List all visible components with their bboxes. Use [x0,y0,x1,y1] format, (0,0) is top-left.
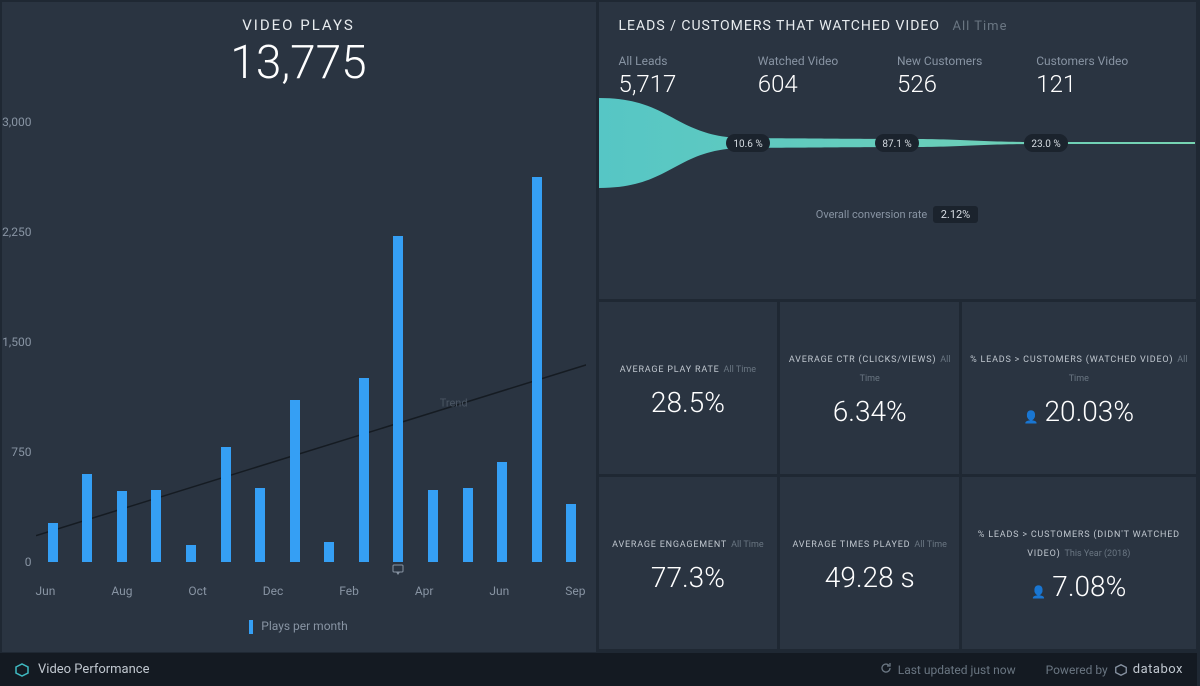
video-plays-panel: VIDEO PLAYS 13,775 Trend Jun Aug Oct Dec Feb… [2,2,596,652]
bar[interactable] [151,490,161,562]
bar[interactable] [186,545,196,561]
logo-icon [14,662,30,678]
x-tick-label: Dec [263,584,284,598]
funnel-title-text: LEADS / CUSTOMERS THAT WATCHED VIDEO [619,18,941,34]
funnel-stage: New Customers 526 [897,54,1036,98]
bar[interactable] [566,504,576,561]
bar[interactable] [428,490,438,562]
y-tick-label: 3,000 [2,115,31,129]
funnel-title: LEADS / CUSTOMERS THAT WATCHED VIDEO All… [599,2,1196,34]
metric-cell[interactable]: % LEADS > CUSTOMERS (DIDN'T WATCHED VIDE… [962,477,1195,649]
metric-cell[interactable]: AVERAGE TIMES PLAYEDAll Time 49.28 s [780,477,959,649]
page-title: Video Performance [38,662,150,677]
video-plays-value: 13,775 [2,36,596,90]
metric-value: 77.3% [651,561,725,594]
person-icon: 👤 [1024,410,1039,424]
metric-title: % LEADS > CUSTOMERS (WATCHED VIDEO) [970,355,1173,365]
overall-conversion: Overall conversion rate 2.12% [599,206,1196,223]
conv-badge-text: 10.6 % [733,139,762,150]
x-tick-label: Apr [415,584,434,598]
metric-sub: All Time [914,540,947,550]
x-tick-label: Feb [339,584,359,598]
footer-bar: Video Performance Last updated just now … [0,653,1197,686]
metric-value: 👤20.03% [1024,395,1134,428]
refresh-icon[interactable] [880,662,892,677]
video-plays-title: VIDEO PLAYS [2,2,596,34]
y-tick-label: 750 [11,445,31,459]
metric-title: AVERAGE PLAY RATE [620,365,720,375]
metric-value: 6.34% [833,395,907,428]
stage-label: Customers Video [1036,54,1175,68]
y-tick-label: 1,500 [2,335,31,349]
overall-conv-label: Overall conversion rate [816,208,928,221]
x-tick-label: Sep [565,584,585,598]
metric-cell[interactable]: AVERAGE ENGAGEMENT All Time 77.3% [599,477,778,649]
y-tick-label: 0 [25,555,32,569]
funnel-stage: All Leads 5,717 [619,54,758,98]
funnel-stage: Watched Video 604 [758,54,897,98]
stage-label: New Customers [897,54,1036,68]
bar[interactable] [117,491,127,561]
databox-logo[interactable]: databox [1114,662,1183,677]
powered-by-label: Powered by [1046,663,1108,677]
last-updated: Last updated just now [898,663,1016,677]
funnel-period: All Time [952,19,1007,34]
bar[interactable] [221,447,231,561]
metric-value: 49.28 s [825,561,915,594]
bar[interactable] [324,542,334,561]
funnel-chart: 10.6 % 87.1 % 23.0 % [599,98,1195,188]
x-axis-labels: Jun Aug Oct Dec Feb Apr Jun Sep [36,584,586,598]
stage-label: All Leads [619,54,758,68]
chart-legend: Plays per month [2,619,596,634]
conv-badge-text: 23.0 % [1031,139,1060,150]
legend-text: Plays per month [261,619,347,633]
bar[interactable] [463,488,473,561]
metric-cell[interactable]: AVERAGE PLAY RATE All Time 28.5% [599,302,778,474]
metric-title: AVERAGE CTR (CLICKS/VIEWS) [789,355,936,365]
bar[interactable] [48,523,58,561]
person-icon: 👤 [1031,585,1046,599]
metric-cell[interactable]: % LEADS > CUSTOMERS (WATCHED VIDEO)All T… [962,302,1195,474]
funnel-panel: LEADS / CUSTOMERS THAT WATCHED VIDEO All… [599,2,1196,299]
bar[interactable] [82,474,92,562]
funnel-stage: Customers Video 121 [1036,54,1175,98]
svg-text:Trend: Trend [439,396,467,409]
y-tick-label: 2,250 [2,225,31,239]
x-tick-label: Aug [111,584,132,598]
bar[interactable] [359,378,369,561]
bar[interactable] [532,177,542,561]
annotation-icon[interactable] [392,561,404,580]
x-tick-label: Oct [188,584,206,598]
overall-conv-value: 2.12% [933,206,979,223]
metric-cell[interactable]: AVERAGE CTR (CLICKS/VIEWS)All Time6.34% [780,302,959,474]
bar[interactable] [393,236,403,562]
bar[interactable] [255,488,265,561]
bar[interactable] [290,400,300,561]
metric-sub: All Time [724,365,757,375]
stage-value: 526 [897,70,1036,98]
metric-sub: All Time [731,540,764,550]
conv-badge-text: 87.1 % [882,139,911,150]
metric-title: AVERAGE TIMES PLAYED [793,540,911,550]
plays-bar-chart: Trend [36,122,586,562]
metric-value: 28.5% [651,386,725,419]
metric-title: AVERAGE ENGAGEMENT [612,540,727,550]
brand-text: databox [1133,662,1183,677]
stage-value: 604 [758,70,897,98]
stage-label: Watched Video [758,54,897,68]
stage-value: 5,717 [619,70,758,98]
metric-value: 👤7.08% [1031,570,1126,603]
stage-value: 121 [1036,70,1175,98]
x-tick-label: Jun [489,584,509,598]
x-tick-label: Jun [36,584,56,598]
bar[interactable] [497,462,507,562]
metric-sub: This Year (2018) [1065,549,1131,559]
